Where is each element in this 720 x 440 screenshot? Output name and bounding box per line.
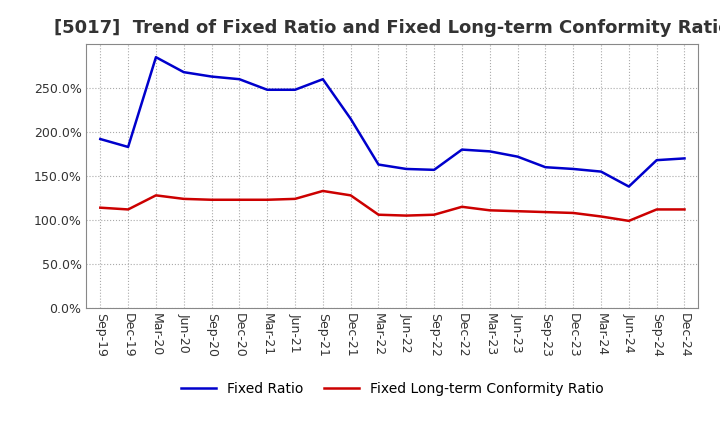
Fixed Ratio: [430, 167, 438, 172]
Title: [5017]  Trend of Fixed Ratio and Fixed Long-term Conformity Ratio: [5017] Trend of Fixed Ratio and Fixed Lo…: [54, 19, 720, 37]
Fixed Long-term Conformity Ratio: [263, 197, 271, 202]
Fixed Long-term Conformity Ratio: [124, 207, 132, 212]
Fixed Ratio: [485, 149, 494, 154]
Fixed Long-term Conformity Ratio: [569, 210, 577, 216]
Fixed Long-term Conformity Ratio: [207, 197, 216, 202]
Fixed Ratio: [124, 144, 132, 150]
Fixed Ratio: [680, 156, 689, 161]
Fixed Ratio: [291, 87, 300, 92]
Fixed Ratio: [513, 154, 522, 159]
Fixed Ratio: [318, 77, 327, 82]
Fixed Ratio: [541, 165, 550, 170]
Fixed Long-term Conformity Ratio: [318, 188, 327, 194]
Fixed Long-term Conformity Ratio: [179, 196, 188, 202]
Fixed Long-term Conformity Ratio: [402, 213, 410, 218]
Fixed Long-term Conformity Ratio: [680, 207, 689, 212]
Fixed Long-term Conformity Ratio: [541, 209, 550, 215]
Fixed Long-term Conformity Ratio: [513, 209, 522, 214]
Fixed Ratio: [235, 77, 243, 82]
Fixed Ratio: [402, 166, 410, 172]
Fixed Long-term Conformity Ratio: [430, 212, 438, 217]
Fixed Long-term Conformity Ratio: [235, 197, 243, 202]
Line: Fixed Ratio: Fixed Ratio: [100, 57, 685, 187]
Fixed Ratio: [374, 162, 383, 167]
Line: Fixed Long-term Conformity Ratio: Fixed Long-term Conformity Ratio: [100, 191, 685, 221]
Fixed Long-term Conformity Ratio: [374, 212, 383, 217]
Fixed Ratio: [207, 74, 216, 79]
Fixed Ratio: [597, 169, 606, 174]
Fixed Long-term Conformity Ratio: [624, 218, 633, 224]
Fixed Ratio: [263, 87, 271, 92]
Fixed Long-term Conformity Ratio: [152, 193, 161, 198]
Fixed Long-term Conformity Ratio: [485, 208, 494, 213]
Fixed Ratio: [346, 116, 355, 121]
Fixed Ratio: [179, 70, 188, 75]
Fixed Ratio: [569, 166, 577, 172]
Fixed Ratio: [652, 158, 661, 163]
Fixed Long-term Conformity Ratio: [597, 214, 606, 219]
Fixed Long-term Conformity Ratio: [346, 193, 355, 198]
Fixed Long-term Conformity Ratio: [458, 204, 467, 209]
Fixed Ratio: [624, 184, 633, 189]
Fixed Ratio: [96, 136, 104, 142]
Fixed Long-term Conformity Ratio: [291, 196, 300, 202]
Fixed Ratio: [458, 147, 467, 152]
Fixed Ratio: [152, 55, 161, 60]
Legend: Fixed Ratio, Fixed Long-term Conformity Ratio: Fixed Ratio, Fixed Long-term Conformity …: [176, 376, 609, 401]
Fixed Long-term Conformity Ratio: [652, 207, 661, 212]
Fixed Long-term Conformity Ratio: [96, 205, 104, 210]
